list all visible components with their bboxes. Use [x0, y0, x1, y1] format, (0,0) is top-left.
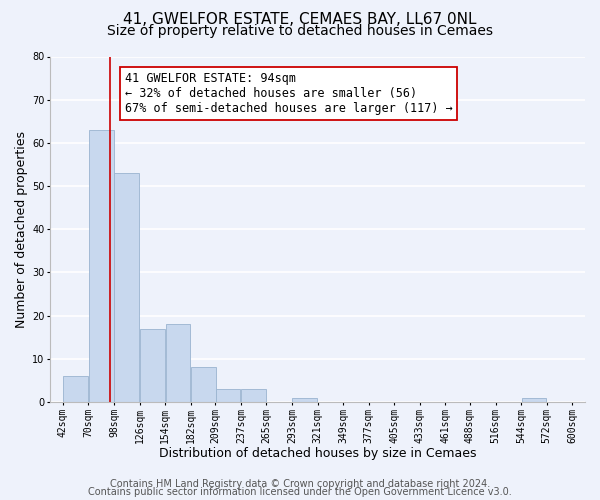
Bar	[216, 389, 241, 402]
Bar	[241, 389, 266, 402]
Text: Contains HM Land Registry data © Crown copyright and database right 2024.: Contains HM Land Registry data © Crown c…	[110, 479, 490, 489]
Bar	[191, 368, 216, 402]
Bar	[521, 398, 546, 402]
Y-axis label: Number of detached properties: Number of detached properties	[15, 131, 28, 328]
Bar	[89, 130, 113, 402]
Text: Size of property relative to detached houses in Cemaes: Size of property relative to detached ho…	[107, 24, 493, 38]
Text: 41 GWELFOR ESTATE: 94sqm
← 32% of detached houses are smaller (56)
67% of semi-d: 41 GWELFOR ESTATE: 94sqm ← 32% of detach…	[125, 72, 453, 115]
Bar	[115, 173, 139, 402]
Bar	[64, 376, 88, 402]
X-axis label: Distribution of detached houses by size in Cemaes: Distribution of detached houses by size …	[159, 447, 476, 460]
Text: Contains public sector information licensed under the Open Government Licence v3: Contains public sector information licen…	[88, 487, 512, 497]
Text: 41, GWELFOR ESTATE, CEMAES BAY, LL67 0NL: 41, GWELFOR ESTATE, CEMAES BAY, LL67 0NL	[123, 12, 477, 28]
Bar	[140, 328, 164, 402]
Bar	[292, 398, 317, 402]
Bar	[166, 324, 190, 402]
